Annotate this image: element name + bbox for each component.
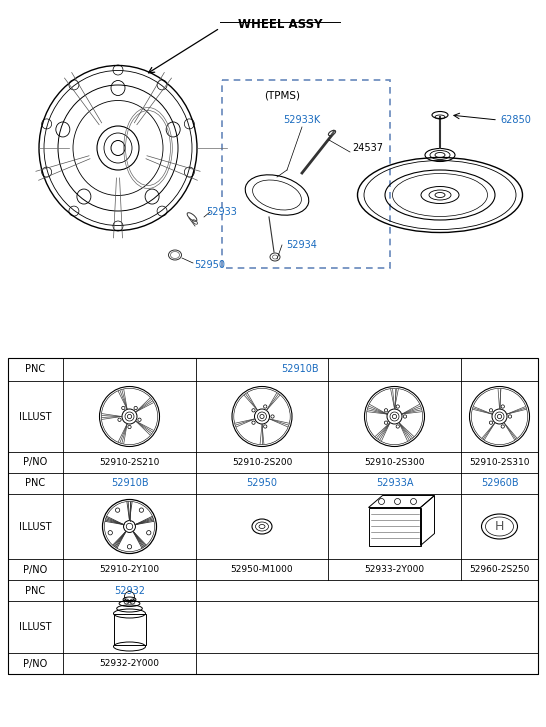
- Text: 52960B: 52960B: [480, 478, 518, 489]
- Text: 52950: 52950: [246, 478, 277, 489]
- Text: PNC: PNC: [26, 585, 45, 595]
- Bar: [8, 358, 538, 674]
- Text: 52950: 52950: [194, 260, 225, 270]
- Text: H: H: [495, 520, 504, 533]
- Text: 24537: 24537: [352, 143, 383, 153]
- Text: 52950-M1000: 52950-M1000: [231, 565, 293, 574]
- Bar: [114, 614, 145, 645]
- Text: 52910-2Y100: 52910-2Y100: [99, 565, 159, 574]
- Text: 52910-2S210: 52910-2S210: [99, 458, 159, 467]
- Text: 52933-2Y000: 52933-2Y000: [364, 565, 425, 574]
- Text: 52910B: 52910B: [111, 478, 149, 489]
- Text: 52932: 52932: [114, 585, 145, 595]
- Text: PNC: PNC: [26, 364, 45, 374]
- Text: P/NO: P/NO: [23, 564, 48, 574]
- Text: 52910B: 52910B: [282, 364, 319, 374]
- Text: ILLUST: ILLUST: [19, 411, 52, 422]
- Text: ILLUST: ILLUST: [19, 521, 52, 531]
- Text: 52934: 52934: [287, 240, 317, 250]
- Text: 52960-2S250: 52960-2S250: [470, 565, 530, 574]
- Text: (TPMS): (TPMS): [264, 91, 300, 101]
- Text: 52910-2S310: 52910-2S310: [469, 458, 530, 467]
- Text: 52933: 52933: [206, 207, 238, 217]
- Bar: [369, 507, 420, 545]
- Text: 52933A: 52933A: [376, 478, 413, 489]
- Text: P/NO: P/NO: [23, 659, 48, 669]
- Text: PNC: PNC: [26, 478, 45, 489]
- Text: ILLUST: ILLUST: [19, 622, 52, 632]
- Text: WHEEL ASSY: WHEEL ASSY: [238, 18, 322, 31]
- Text: 52932-2Y000: 52932-2Y000: [99, 659, 159, 668]
- Text: 62850: 62850: [500, 115, 531, 125]
- Text: 52910-2S300: 52910-2S300: [364, 458, 425, 467]
- Text: 52933K: 52933K: [283, 115, 321, 125]
- Text: 52910-2S200: 52910-2S200: [232, 458, 292, 467]
- Text: P/NO: P/NO: [23, 457, 48, 467]
